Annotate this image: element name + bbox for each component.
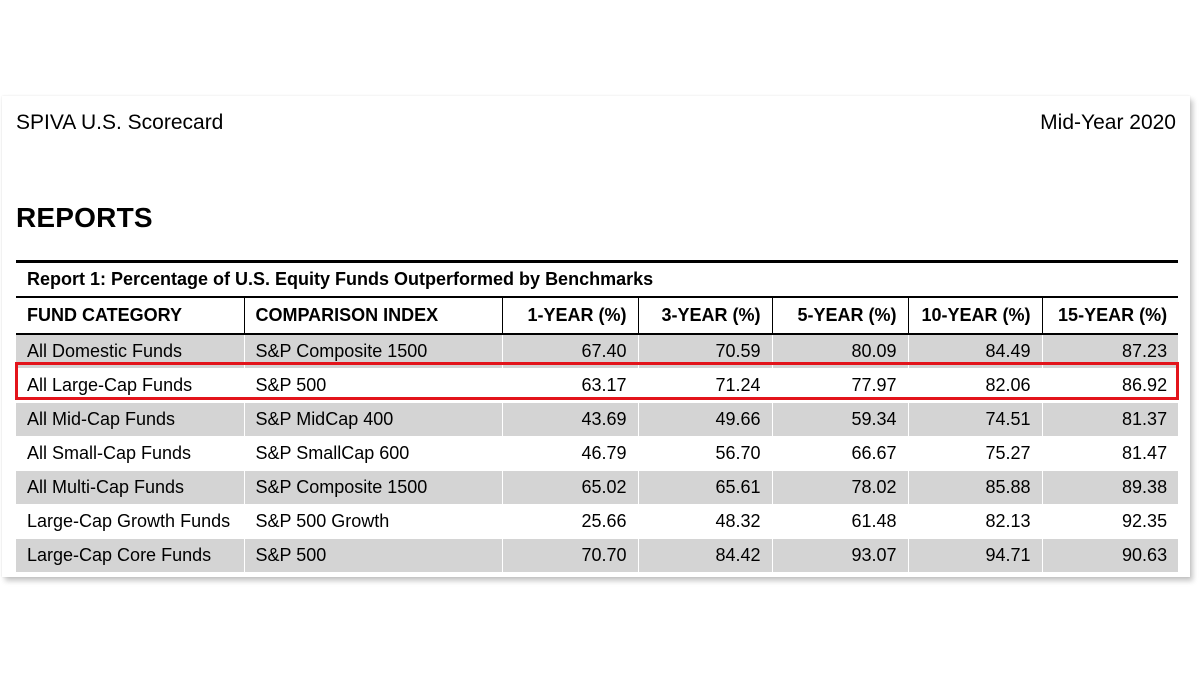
column-header: FUND CATEGORY: [16, 296, 245, 335]
table-row: All Mid-Cap Funds S&P MidCap 400 43.69 4…: [16, 402, 1179, 437]
value-cell: 70.70: [502, 538, 639, 573]
value-cell: 89.38: [1042, 470, 1179, 505]
value-cell: 61.48: [772, 504, 909, 539]
report-caption: Report 1: Percentage of U.S. Equity Fund…: [16, 260, 1179, 297]
table-row: Large-Cap Core Funds S&P 500 70.70 84.42…: [16, 538, 1179, 573]
column-header: 5-YEAR (%): [772, 296, 909, 335]
fund-category-cell: All Large-Cap Funds: [16, 368, 245, 403]
comparison-index-cell: S&P Composite 1500: [244, 470, 503, 505]
value-cell: 81.47: [1042, 436, 1179, 471]
table-row: All Domestic Funds S&P Composite 1500 67…: [16, 334, 1179, 369]
fund-category-cell: All Mid-Cap Funds: [16, 402, 245, 437]
value-cell: 56.70: [638, 436, 773, 471]
value-cell: 63.17: [502, 368, 639, 403]
column-header: 3-YEAR (%): [638, 296, 773, 335]
comparison-index-cell: S&P SmallCap 600: [244, 436, 503, 471]
report-caption-row: Report 1: Percentage of U.S. Equity Fund…: [16, 260, 1179, 297]
value-cell: 84.42: [638, 538, 773, 573]
comparison-index-cell: S&P Composite 1500: [244, 334, 503, 369]
fund-category-cell: All Multi-Cap Funds: [16, 470, 245, 505]
column-header: 15-YEAR (%): [1042, 296, 1179, 335]
value-cell: 75.27: [908, 436, 1043, 471]
value-cell: 43.69: [502, 402, 639, 437]
value-cell: 77.97: [772, 368, 909, 403]
table-row: All Multi-Cap Funds S&P Composite 1500 6…: [16, 470, 1179, 505]
comparison-index-cell: S&P 500: [244, 538, 503, 573]
value-cell: 78.02: [772, 470, 909, 505]
value-cell: 65.02: [502, 470, 639, 505]
comparison-index-cell: S&P 500 Growth: [244, 504, 503, 539]
value-cell: 82.06: [908, 368, 1043, 403]
value-cell: 74.51: [908, 402, 1043, 437]
value-cell: 92.35: [1042, 504, 1179, 539]
comparison-index-cell: S&P MidCap 400: [244, 402, 503, 437]
value-cell: 65.61: [638, 470, 773, 505]
fund-category-cell: All Small-Cap Funds: [16, 436, 245, 471]
value-cell: 80.09: [772, 334, 909, 369]
value-cell: 94.71: [908, 538, 1043, 573]
value-cell: 85.88: [908, 470, 1043, 505]
value-cell: 46.79: [502, 436, 639, 471]
value-cell: 67.40: [502, 334, 639, 369]
value-cell: 84.49: [908, 334, 1043, 369]
document-title: SPIVA U.S. Scorecard: [16, 111, 224, 134]
table-row: All Small-Cap Funds S&P SmallCap 600 46.…: [16, 436, 1179, 471]
table-header-row: FUND CATEGORY COMPARISON INDEX 1-YEAR (%…: [16, 296, 1179, 335]
comparison-index-cell: S&P 500: [244, 368, 503, 403]
value-cell: 86.92: [1042, 368, 1179, 403]
column-header: 1-YEAR (%): [502, 296, 639, 335]
fund-category-cell: All Domestic Funds: [16, 334, 245, 369]
value-cell: 25.66: [502, 504, 639, 539]
value-cell: 82.13: [908, 504, 1043, 539]
value-cell: 48.32: [638, 504, 773, 539]
value-cell: 59.34: [772, 402, 909, 437]
value-cell: 66.67: [772, 436, 909, 471]
value-cell: 49.66: [638, 402, 773, 437]
fund-category-cell: Large-Cap Core Funds: [16, 538, 245, 573]
table-row: Large-Cap Growth Funds S&P 500 Growth 25…: [16, 504, 1179, 539]
document-period: Mid-Year 2020: [1040, 111, 1176, 134]
column-header: COMPARISON INDEX: [244, 296, 503, 335]
value-cell: 93.07: [772, 538, 909, 573]
table-row: All Large-Cap Funds S&P 500 63.17 71.24 …: [16, 368, 1179, 403]
value-cell: 87.23: [1042, 334, 1179, 369]
fund-category-cell: Large-Cap Growth Funds: [16, 504, 245, 539]
column-header: 10-YEAR (%): [908, 296, 1043, 335]
scorecard-document: SPIVA U.S. Scorecard Mid-Year 2020 REPOR…: [2, 96, 1190, 577]
value-cell: 81.37: [1042, 402, 1179, 437]
value-cell: 71.24: [638, 368, 773, 403]
report-table: Report 1: Percentage of U.S. Equity Fund…: [16, 260, 1179, 573]
value-cell: 70.59: [638, 334, 773, 369]
value-cell: 90.63: [1042, 538, 1179, 573]
section-heading: REPORTS: [16, 202, 153, 233]
